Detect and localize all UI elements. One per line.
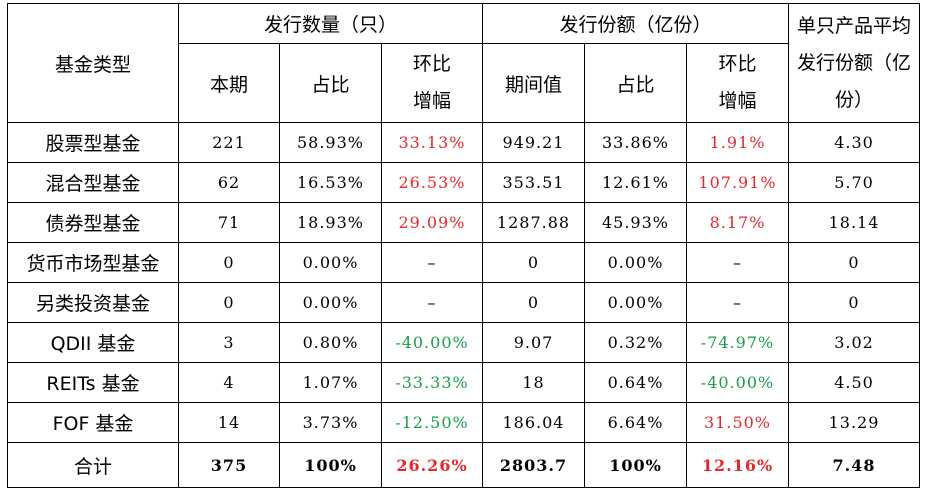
total-count-mom: 26.26% [381, 442, 483, 488]
amount-cell: 0 [482, 242, 585, 283]
count-share-cell: 0.80% [279, 322, 382, 363]
count-mom-cell: – [381, 242, 483, 283]
total-amount-share: 100% [584, 442, 687, 488]
amount-cell: 0 [482, 282, 585, 323]
table-row: 混合型基金 62 16.53% 26.53% 353.51 12.61% 107… [7, 162, 921, 203]
amount-mom-cell: – [685, 282, 790, 323]
total-row: 合计 375 100% 26.26% 2803.7 100% 12.16% 7.… [7, 442, 921, 488]
fund-issuance-table: 基金类型 发行数量（只） 发行份额（亿份） 单只产品平均发行份额（亿份） 本期 … [7, 3, 921, 488]
fund-type-cell: REITs 基金 [7, 362, 179, 403]
table-row: 股票型基金 221 58.93% 33.13% 949.21 33.86% 1.… [7, 122, 921, 163]
table-row: QDII 基金 3 0.80% -40.00% 9.07 0.32% -74.9… [7, 322, 921, 363]
amount-cell: 1287.88 [482, 202, 585, 243]
count-share-cell: 0.00% [279, 242, 382, 283]
amount-cell: 186.04 [482, 402, 585, 443]
avg-amount-cell: 4.30 [788, 122, 921, 163]
fund-type-cell: FOF 基金 [7, 402, 179, 443]
amount-mom-cell: 31.50% [685, 402, 790, 443]
avg-amount-cell: 5.70 [788, 162, 921, 203]
amount-mom-cell: 107.91% [685, 162, 790, 203]
count-share-cell: 18.93% [279, 202, 382, 243]
amount-cell: 18 [482, 362, 585, 403]
count-share-cell: 16.53% [279, 162, 382, 203]
count-cell: 4 [178, 362, 280, 403]
amount-share-cell: 0.32% [584, 322, 687, 363]
fund-type-cell: 混合型基金 [7, 162, 179, 203]
amount-mom-cell: – [685, 242, 790, 283]
avg-amount-cell: 18.14 [788, 202, 921, 243]
table-row: FOF 基金 14 3.73% -12.50% 186.04 6.64% 31.… [7, 402, 921, 443]
header-fund-type: 基金类型 [7, 3, 179, 123]
count-cell: 3 [178, 322, 280, 363]
fund-type-cell: QDII 基金 [7, 322, 179, 363]
total-label: 合计 [7, 442, 179, 488]
amount-cell: 9.07 [482, 322, 585, 363]
count-share-cell: 3.73% [279, 402, 382, 443]
avg-amount-cell: 13.29 [788, 402, 921, 443]
count-mom-cell: – [381, 282, 483, 323]
count-share-cell: 58.93% [279, 122, 382, 163]
amount-share-cell: 0.00% [584, 242, 687, 283]
count-mom-cell: 33.13% [381, 122, 483, 163]
total-count-share: 100% [279, 442, 382, 488]
count-cell: 0 [178, 282, 280, 323]
count-mom-cell: 26.53% [381, 162, 483, 203]
table-row: 债券型基金 71 18.93% 29.09% 1287.88 45.93% 8.… [7, 202, 921, 243]
count-mom-cell: -12.50% [381, 402, 483, 443]
amount-share-cell: 0.64% [584, 362, 687, 403]
amount-cell: 949.21 [482, 122, 585, 163]
amount-share-cell: 6.64% [584, 402, 687, 443]
amount-mom-cell: -74.97% [685, 322, 790, 363]
total-count: 375 [178, 442, 280, 488]
header-avg-issue-amount: 单只产品平均发行份额（亿份） [788, 3, 921, 123]
amount-share-cell: 33.86% [584, 122, 687, 163]
table-row: 另类投资基金 0 0.00% – 0 0.00% – 0 [7, 282, 921, 323]
count-mom-cell: -33.33% [381, 362, 483, 403]
avg-amount-cell: 0 [788, 282, 921, 323]
header-count-mom: 环比增幅 [381, 43, 483, 123]
fund-type-cell: 债券型基金 [7, 202, 179, 243]
count-cell: 221 [178, 122, 280, 163]
header-amount-share: 占比 [584, 43, 687, 123]
avg-amount-cell: 3.02 [788, 322, 921, 363]
fund-type-cell: 另类投资基金 [7, 282, 179, 323]
total-amount: 2803.7 [482, 442, 585, 488]
header-issue-count: 发行数量（只） [178, 3, 483, 44]
count-cell: 14 [178, 402, 280, 443]
avg-amount-cell: 4.50 [788, 362, 921, 403]
count-cell: 71 [178, 202, 280, 243]
total-amount-mom: 12.16% [685, 442, 790, 488]
count-share-cell: 1.07% [279, 362, 382, 403]
header-amount-mom: 环比增幅 [685, 43, 790, 123]
amount-mom-cell: 1.91% [685, 122, 790, 163]
avg-amount-cell: 0 [788, 242, 921, 283]
header-issue-amount: 发行份额（亿份） [481, 3, 790, 44]
header-count-share: 占比 [279, 43, 382, 123]
amount-share-cell: 45.93% [584, 202, 687, 243]
count-cell: 62 [178, 162, 280, 203]
header-period-value: 期间值 [482, 43, 585, 123]
header-current: 本期 [178, 43, 280, 123]
count-cell: 0 [178, 242, 280, 283]
count-mom-cell: 29.09% [381, 202, 483, 243]
amount-cell: 353.51 [482, 162, 585, 203]
count-share-cell: 0.00% [279, 282, 382, 323]
fund-type-cell: 货币市场型基金 [7, 242, 179, 283]
table-row: REITs 基金 4 1.07% -33.33% 18 0.64% -40.00… [7, 362, 921, 403]
amount-share-cell: 12.61% [584, 162, 687, 203]
count-mom-cell: -40.00% [381, 322, 483, 363]
fund-type-cell: 股票型基金 [7, 122, 179, 163]
amount-mom-cell: 8.17% [685, 202, 790, 243]
amount-share-cell: 0.00% [584, 282, 687, 323]
table-row: 货币市场型基金 0 0.00% – 0 0.00% – 0 [7, 242, 921, 283]
amount-mom-cell: -40.00% [685, 362, 790, 403]
total-avg-amount: 7.48 [788, 442, 921, 488]
